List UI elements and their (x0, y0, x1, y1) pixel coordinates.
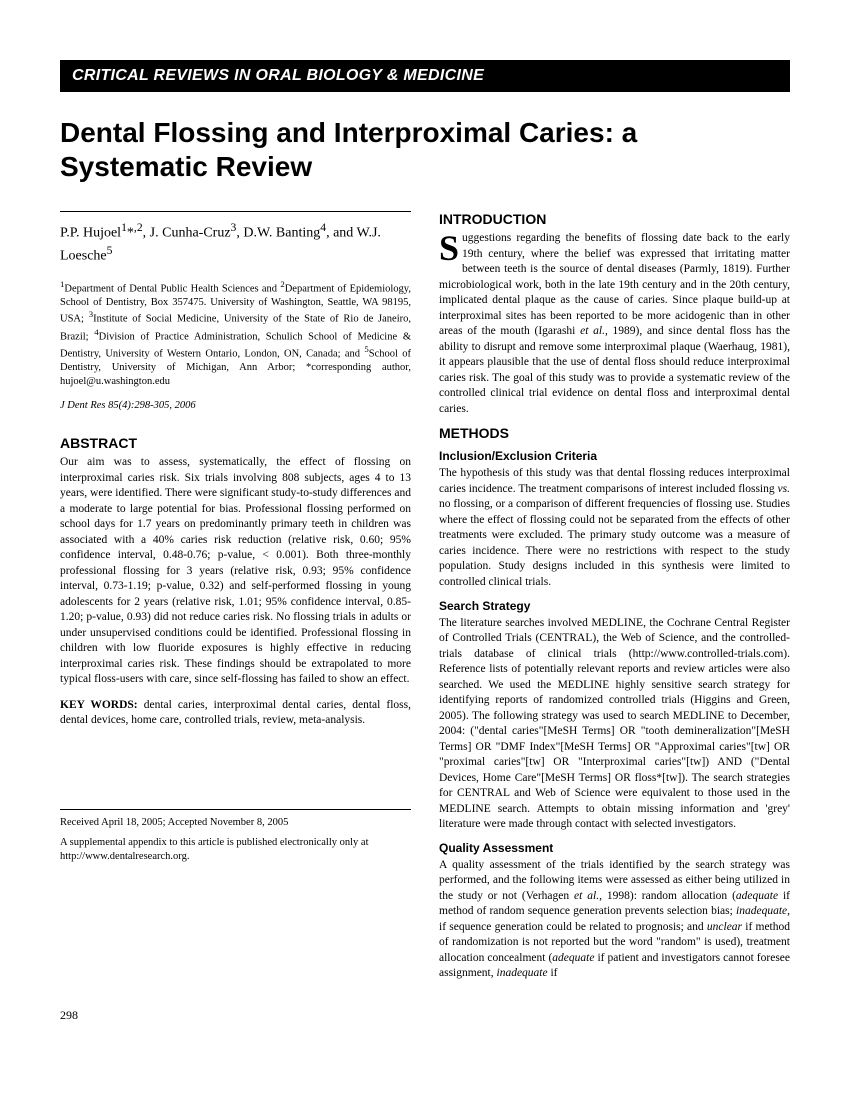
introduction-heading: INTRODUCTION (439, 211, 790, 227)
right-column: INTRODUCTION Suggestions regarding the b… (439, 211, 790, 988)
abstract-heading: ABSTRACT (60, 435, 411, 451)
two-column-layout: P.P. Hujoel1*,2, J. Cunha-Cruz3, D.W. Ba… (60, 211, 790, 988)
author-list: P.P. Hujoel1*,2, J. Cunha-Cruz3, D.W. Ba… (60, 211, 411, 267)
search-body: The literature searches involved MEDLINE… (439, 616, 790, 833)
left-column: P.P. Hujoel1*,2, J. Cunha-Cruz3, D.W. Ba… (60, 211, 411, 988)
search-heading: Search Strategy (439, 599, 790, 613)
left-footer: Received April 18, 2005; Accepted Novemb… (60, 809, 411, 865)
methods-heading: METHODS (439, 425, 790, 441)
page-number: 298 (60, 1008, 790, 1023)
keywords: KEY WORDS: dental caries, interproximal … (60, 698, 411, 729)
received-date: Received April 18, 2005; Accepted Novemb… (60, 816, 411, 830)
journal-citation: J Dent Res 85(4):298-305, 2006 (60, 400, 411, 411)
keywords-label: KEY WORDS: (60, 699, 138, 711)
inclusion-body: The hypothesis of this study was that de… (439, 466, 790, 590)
section-banner: CRITICAL REVIEWS IN ORAL BIOLOGY & MEDIC… (60, 60, 790, 92)
quality-heading: Quality Assessment (439, 841, 790, 855)
affiliations: 1Department of Dental Public Health Scie… (60, 279, 411, 388)
supplement-note: A supplemental appendix to this article … (60, 836, 411, 864)
introduction-body: Suggestions regarding the benefits of fl… (439, 231, 790, 417)
inclusion-heading: Inclusion/Exclusion Criteria (439, 449, 790, 463)
article-title: Dental Flossing and Interproximal Caries… (60, 116, 790, 183)
quality-body: A quality assessment of the trials ident… (439, 858, 790, 982)
abstract-body: Our aim was to assess, systematically, t… (60, 455, 411, 688)
